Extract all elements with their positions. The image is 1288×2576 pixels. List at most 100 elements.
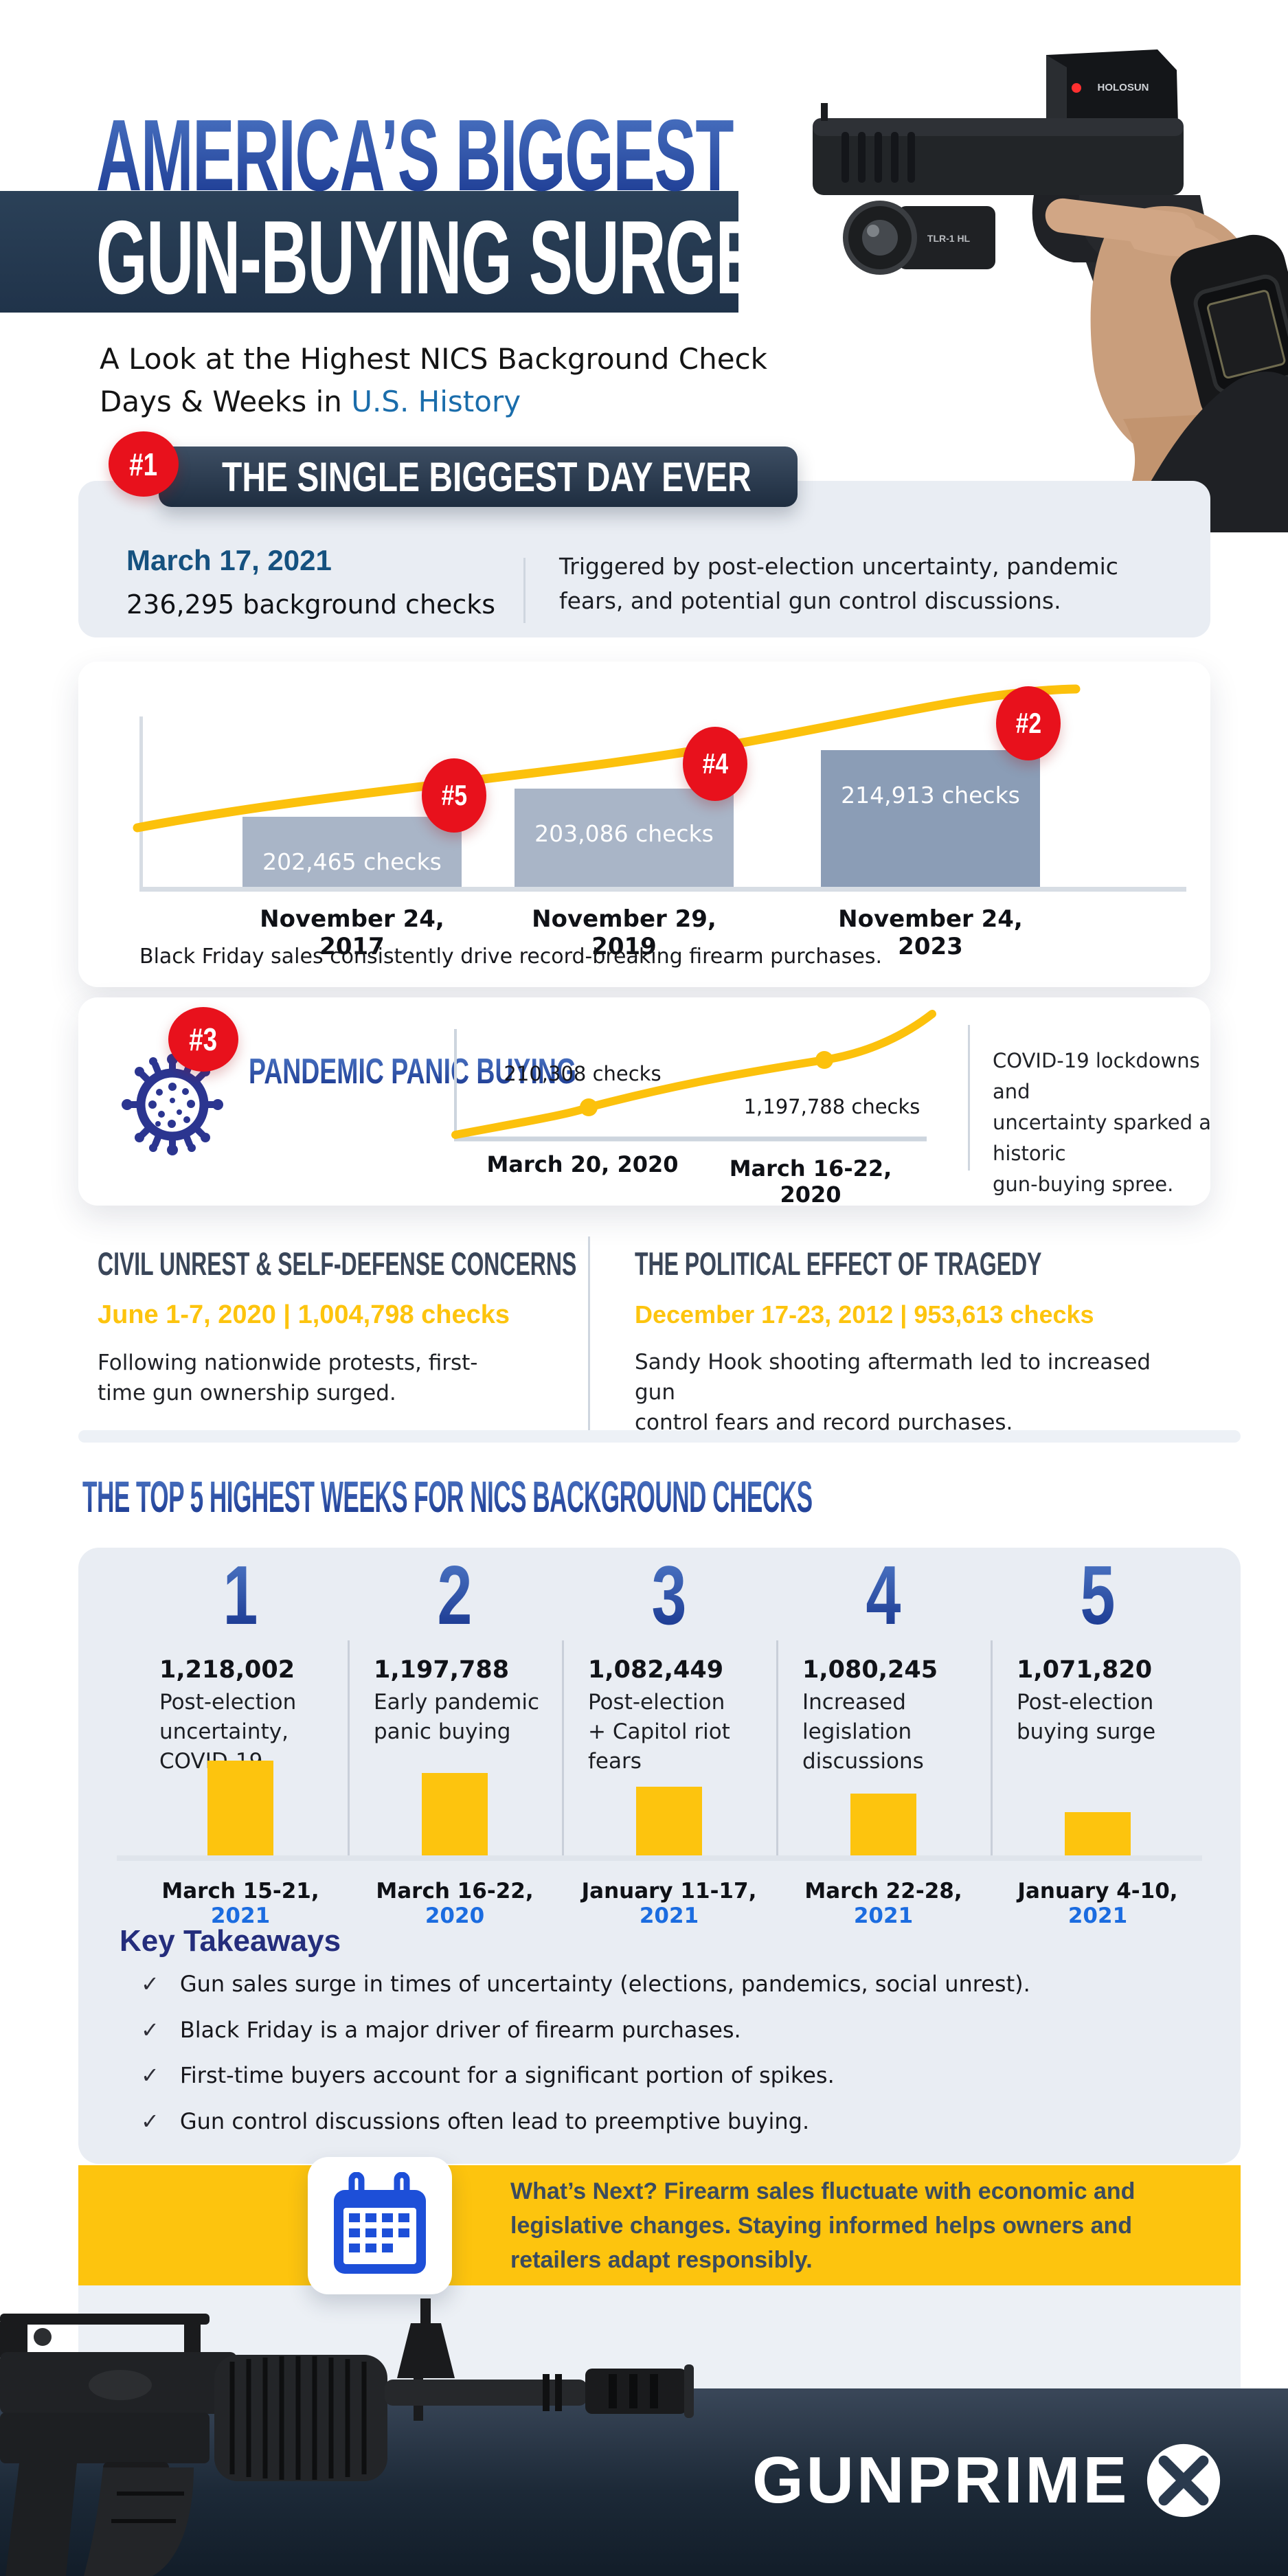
rank-2-badge-label: #2 (1015, 707, 1041, 739)
pandemic-title-text: PANDEMIC PANIC BUYING (249, 1052, 577, 1092)
title-line2: GUN-BUYING SURGES (96, 199, 802, 316)
page-title: AMERICA’S BIGGEST (96, 98, 1124, 214)
bar-2019-label: 203,086 checks (534, 820, 714, 847)
takeaway-item: ✓ First-time buyers account for a signifi… (141, 2062, 835, 2088)
bar-2023-label: 214,913 checks (841, 782, 1020, 809)
biggest-day-description: Triggered by post-election uncertainty, … (559, 553, 1118, 614)
bar-2019: 203,086 checks (515, 789, 734, 887)
rank-1-badge: #1 (109, 431, 179, 497)
top5-date-4: March 22-28, 2021 (776, 1879, 991, 1928)
pandemic-line-chart (451, 1010, 936, 1142)
top5-bar-2 (422, 1773, 488, 1855)
subtitle: A Look at the Highest NICS Background Ch… (100, 338, 787, 423)
top5-column-5: 5 1,071,820 Post-election buying surge (991, 1553, 1205, 1747)
rank-4-badge: #4 (683, 727, 747, 801)
subtitle-link[interactable]: U.S. History (351, 385, 521, 418)
x-axis (139, 887, 1186, 892)
pandemic-point2-date: March 16-22, 2020 (729, 1155, 892, 1208)
section-rule (78, 1430, 1241, 1443)
red-dot-optic: HOLOSUN (1046, 49, 1178, 128)
top5-card: 1 1,218,002 Post-election uncertainty, C… (78, 1548, 1241, 2164)
check-icon: ✓ (141, 2017, 159, 2043)
tactical-light: TLR-1 HL (843, 201, 995, 275)
bar-2023-date: November 24, 2023 (838, 905, 1023, 960)
optic-brand-label: HOLOSUN (1098, 82, 1149, 93)
takeaway-1-text: Gun sales surge in times of uncertainty … (179, 1971, 1030, 1997)
top5-date-5-prefix: January 4-10, (1017, 1879, 1178, 1903)
top5-date-2-year: 2020 (425, 1903, 485, 1928)
pistol-illustration: HOLOSUN (813, 49, 1288, 532)
pistol-slide (813, 103, 1184, 195)
col-divider (562, 1640, 564, 1855)
biggest-day-banner-label: THE SINGLE BIGGEST DAY EVER (222, 453, 752, 500)
biggest-day-card: March 17, 2021 236,295 background checks… (78, 481, 1210, 637)
top5-rank-1: 1 (223, 1548, 258, 1642)
top5-rank-5: 5 (1080, 1548, 1116, 1642)
top5-value-5: 1,071,820 (1017, 1656, 1153, 1684)
rank-3-badge-label: #3 (189, 1021, 218, 1057)
top5-bar-5 (1065, 1812, 1131, 1855)
hero-photo: HOLOSUN (738, 0, 1288, 532)
bar-2017-label: 202,465 checks (262, 848, 442, 875)
top5-date-3: January 11-17, 2021 (562, 1879, 776, 1928)
pandemic-divider (968, 1025, 970, 1171)
rank-3-badge: #3 (168, 1007, 238, 1072)
event-2-stat: December 17-23, 2012 | 953,613 checks (635, 1300, 1094, 1329)
col-divider (991, 1640, 993, 1855)
whats-next-band (78, 2165, 1241, 2285)
top5-rank-2: 2 (437, 1548, 473, 1642)
top5-date-2: March 16-22, 2020 (348, 1879, 562, 1928)
pandemic-card: #3 PANDEMIC PANIC BUYING 210,308 checks … (78, 997, 1211, 1208)
col-divider (776, 1640, 778, 1855)
crosshair-icon (1147, 2443, 1221, 2518)
top5-desc-2: Early pandemic panic buying (374, 1690, 540, 1744)
subtitle-text: A Look at the Highest NICS Background Ch… (100, 342, 767, 418)
events-divider (588, 1236, 590, 1436)
top5-rank-4: 4 (866, 1548, 901, 1642)
biggest-day-stat: 236,295 background checks (126, 589, 496, 620)
top5-date-5: January 4-10, 2021 (991, 1879, 1205, 1928)
rank-5-badge: #5 (422, 758, 486, 833)
pandemic-description: COVID-19 lockdowns and uncertainty spark… (993, 1049, 1212, 1196)
top5-date-4-prefix: March 22-28, (804, 1879, 962, 1903)
top5-bar-3 (636, 1787, 702, 1855)
rifle-illustration (0, 2298, 694, 2576)
black-friday-card: 202,465 checks 203,086 checks 214,913 ch… (78, 662, 1210, 987)
top5-date-4-year: 2021 (853, 1903, 914, 1928)
takeaway-item: ✓ Gun control discussions often lead to p… (141, 2108, 809, 2134)
event-1-description: Following nationwide protests, first- ti… (98, 1351, 478, 1405)
rank-4-badge-label: #4 (702, 747, 728, 780)
key-takeaways-title: Key Takeaways (120, 1924, 341, 1958)
check-icon: ✓ (141, 1971, 159, 1997)
biggest-day-date: March 17, 2021 (126, 544, 332, 576)
event-1-title: CIVIL UNREST & SELF-DEFENSE CONCERNS (98, 1245, 577, 1282)
event-2-description: Sandy Hook shooting aftermath led to inc… (635, 1350, 1151, 1435)
top5-desc-4: Increased legislation discussions (802, 1690, 924, 1774)
card-divider (523, 558, 526, 623)
top5-value-2: 1,197,788 (374, 1656, 510, 1684)
bar-2017: 202,465 checks (242, 817, 462, 887)
rank-2-badge: #2 (996, 686, 1061, 760)
pandemic-point1-label: 210,308 checks (504, 1062, 662, 1085)
takeaway-4-text: Gun control discussions often lead to pr… (179, 2108, 810, 2134)
top5-date-3-year: 2021 (639, 1903, 699, 1928)
calendar-card (308, 2157, 452, 2294)
top5-title-text: THE TOP 5 HIGHEST WEEKS FOR NICS BACKGRO… (82, 1472, 813, 1522)
top5-column-2: 2 1,197,788 Early pandemic panic buying (348, 1553, 562, 1747)
pandemic-point2-label: 1,197,788 checks (743, 1095, 920, 1118)
top5-rank-3: 3 (651, 1548, 687, 1642)
brand-name: GUNPRIME (752, 2443, 1130, 2517)
event-civil-unrest: CIVIL UNREST & SELF-DEFENSE CONCERNS Jun… (98, 1245, 576, 1408)
title-line1: AMERICA’S BIGGEST (96, 98, 734, 214)
takeaway-2-text: Black Friday is a major driver of firear… (179, 2017, 741, 2043)
brand-logo[interactable]: GUNPRIME (752, 2440, 1224, 2521)
bar-2023: 214,913 checks (821, 750, 1040, 887)
top5-date-5-year: 2021 (1067, 1903, 1128, 1928)
check-icon: ✓ (141, 2062, 159, 2088)
top5-desc-3: Post-election + Capitol riot fears (588, 1690, 730, 1774)
pandemic-point1-date: March 20, 2020 (486, 1151, 679, 1177)
top5-bar-1 (207, 1761, 273, 1855)
top5-baseline (117, 1855, 1202, 1861)
bar-2019-date: November 29, 2019 (532, 905, 716, 960)
top5-date-1-prefix: March 15-21, (161, 1879, 319, 1903)
